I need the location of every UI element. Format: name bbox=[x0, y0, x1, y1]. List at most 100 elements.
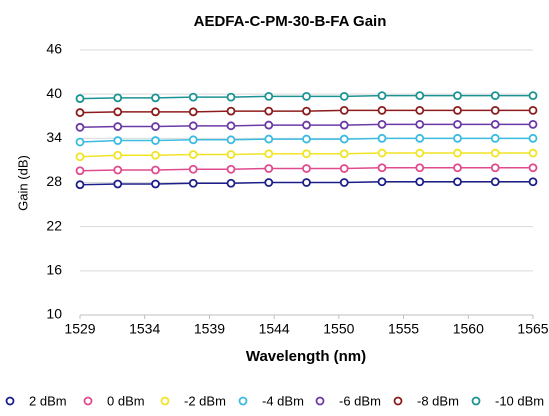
point bbox=[226, 135, 236, 145]
point bbox=[490, 177, 500, 187]
y-tick-label: 34 bbox=[46, 129, 62, 145]
point bbox=[188, 178, 198, 188]
legend-label: -4 dBm bbox=[262, 393, 304, 408]
point bbox=[75, 122, 85, 132]
point bbox=[188, 121, 198, 131]
point bbox=[377, 133, 387, 143]
point bbox=[75, 108, 85, 117]
point bbox=[264, 106, 274, 116]
legend-marker bbox=[471, 396, 481, 406]
legend-marker bbox=[5, 396, 15, 406]
point bbox=[151, 107, 160, 117]
point bbox=[453, 177, 462, 187]
point bbox=[226, 178, 236, 188]
point bbox=[415, 177, 425, 187]
chart-title: AEDFA-C-PM-30-B-FA Gain bbox=[194, 13, 387, 30]
point bbox=[453, 148, 462, 158]
point bbox=[339, 178, 349, 187]
legend-label: -8 dBm bbox=[417, 393, 459, 408]
point bbox=[415, 163, 425, 173]
point bbox=[226, 121, 236, 131]
point bbox=[188, 107, 198, 117]
legend-label: 2 dBm bbox=[29, 393, 67, 408]
legend-label: 0 dBm bbox=[107, 393, 145, 408]
point bbox=[490, 105, 500, 115]
legend-marker bbox=[315, 396, 325, 406]
point bbox=[188, 150, 198, 159]
point bbox=[264, 91, 274, 101]
point bbox=[339, 105, 349, 115]
y-axis-label: Gain (dB) bbox=[15, 155, 30, 211]
point bbox=[226, 92, 236, 102]
point bbox=[302, 106, 311, 116]
point bbox=[226, 164, 236, 174]
point bbox=[453, 105, 462, 115]
x-tick-label: 1539 bbox=[194, 321, 225, 337]
point bbox=[113, 165, 123, 175]
point bbox=[415, 119, 425, 129]
legend-label: -6 dBm bbox=[339, 393, 381, 408]
point bbox=[377, 163, 387, 173]
point bbox=[188, 164, 198, 174]
point bbox=[75, 137, 85, 147]
x-tick-label: 1550 bbox=[323, 321, 354, 337]
y-tick-label: 40 bbox=[46, 85, 62, 101]
point bbox=[415, 105, 425, 115]
point bbox=[377, 105, 387, 115]
x-tick-label: 1544 bbox=[259, 321, 290, 337]
legend-marker bbox=[393, 396, 403, 406]
point bbox=[113, 93, 123, 103]
point bbox=[151, 179, 160, 189]
legend-marker bbox=[238, 396, 248, 406]
point bbox=[302, 178, 311, 187]
point bbox=[113, 107, 123, 117]
point bbox=[339, 91, 349, 101]
point bbox=[453, 91, 462, 101]
point bbox=[528, 133, 538, 143]
point bbox=[226, 106, 236, 116]
point bbox=[528, 91, 538, 101]
point bbox=[151, 165, 160, 175]
point bbox=[490, 163, 500, 173]
point bbox=[528, 148, 538, 158]
point bbox=[302, 91, 311, 101]
point bbox=[339, 164, 349, 173]
y-tick-label: 16 bbox=[46, 262, 62, 278]
legend-marker bbox=[83, 396, 93, 406]
point bbox=[453, 133, 462, 143]
point bbox=[75, 94, 85, 103]
x-tick-label: 1565 bbox=[517, 321, 548, 337]
point bbox=[453, 163, 462, 173]
point bbox=[302, 164, 311, 173]
point bbox=[113, 122, 123, 131]
y-tick-label: 10 bbox=[46, 306, 62, 322]
point bbox=[188, 92, 198, 102]
point bbox=[113, 150, 123, 160]
point bbox=[113, 179, 123, 189]
point bbox=[151, 93, 160, 103]
point bbox=[151, 150, 160, 160]
point bbox=[490, 133, 500, 143]
point bbox=[377, 177, 387, 187]
x-tick-label: 1560 bbox=[453, 321, 484, 337]
point bbox=[302, 134, 311, 144]
y-tick-label: 28 bbox=[46, 173, 62, 189]
point bbox=[415, 148, 425, 158]
x-axis-label: Wavelength (nm) bbox=[246, 348, 366, 365]
x-tick-label: 1534 bbox=[129, 321, 160, 337]
point bbox=[264, 178, 274, 187]
point bbox=[377, 91, 387, 101]
point bbox=[75, 152, 85, 162]
point bbox=[264, 149, 274, 159]
point bbox=[528, 105, 538, 115]
point bbox=[528, 119, 538, 129]
legend-label: -10 dBm bbox=[495, 393, 544, 408]
point bbox=[490, 148, 500, 158]
point bbox=[490, 119, 500, 129]
point bbox=[226, 150, 236, 159]
point bbox=[188, 135, 198, 145]
point bbox=[151, 136, 160, 145]
point bbox=[377, 119, 387, 129]
point bbox=[264, 134, 274, 144]
